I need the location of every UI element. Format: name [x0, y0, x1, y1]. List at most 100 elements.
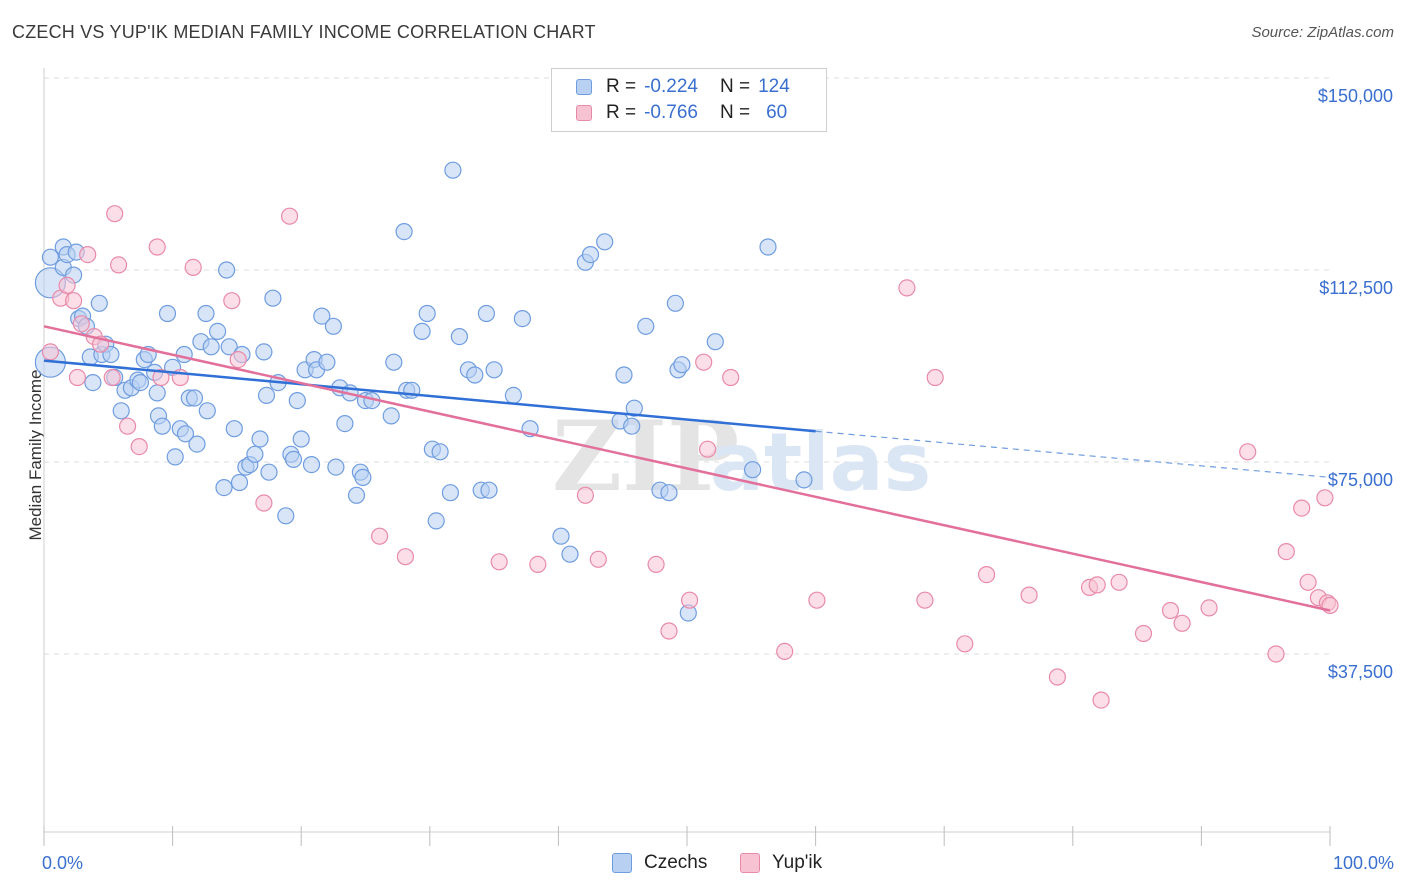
legend-item-yupik[interactable]: Yup'ik — [740, 852, 822, 874]
czechs-point-84 — [413, 322, 431, 340]
yupik-point-41 — [1020, 586, 1038, 604]
n-label: N = — [719, 102, 751, 123]
trend-lines — [43, 325, 1331, 612]
y-tick-labels: $37,500 $75,000 $112,500 $150,000 — [1318, 86, 1393, 682]
yupik-point-13 — [130, 438, 148, 456]
yupik-point-44 — [1088, 576, 1106, 594]
czechs-point-12 — [84, 374, 102, 392]
czechs-point-74 — [347, 486, 366, 504]
r-label: R = — [606, 102, 637, 123]
czechs-point-98 — [504, 386, 523, 404]
czechs-point-69 — [324, 317, 342, 335]
czechs-point-102 — [561, 545, 579, 563]
czechs-point-31 — [166, 448, 184, 466]
yupik-point-20 — [255, 494, 273, 512]
czechs-point-16 — [102, 345, 120, 364]
czechs-point-58 — [277, 507, 295, 525]
yupik-point-38 — [926, 368, 944, 387]
yupik-point-29 — [660, 622, 678, 640]
czechs-trend-extension — [815, 430, 1331, 478]
czechs-point-22 — [131, 374, 149, 392]
r-value: -0.224 — [644, 76, 698, 97]
czechs-point-45 — [220, 338, 238, 356]
czechs-legend-label: Czechs — [644, 852, 708, 873]
czechs-point-93 — [466, 366, 484, 384]
yupik-point-52 — [1267, 645, 1285, 663]
czechs-point-36 — [185, 389, 204, 407]
yupik-point-27 — [589, 550, 607, 568]
yupik-point-11 — [109, 256, 128, 274]
legend-item-czechs[interactable]: Czechs — [612, 852, 707, 874]
yupik-point-2 — [58, 276, 76, 294]
yupik-point-35 — [808, 591, 826, 609]
axes — [43, 68, 1331, 846]
czechs-point-118 — [743, 461, 762, 479]
r-value: -0.766 — [644, 102, 698, 123]
czechs-point-88 — [431, 443, 449, 461]
yupik-point-17 — [184, 258, 202, 276]
czechs-point-26 — [148, 384, 166, 402]
x-tick-label-min: 0.0% — [42, 853, 84, 873]
czechs-point-76 — [354, 468, 372, 486]
yupik-point-39 — [956, 635, 974, 653]
czechs-point-117 — [706, 333, 724, 351]
czechs-point-80 — [385, 353, 403, 371]
czechs-point-56 — [264, 289, 282, 307]
czechs-point-91 — [450, 328, 468, 346]
czechs-point-52 — [251, 430, 269, 448]
yupik-point-34 — [776, 642, 794, 661]
yupik-point-6 — [79, 246, 97, 264]
legend-row-czechs: R = -0.224 N = 124 — [576, 76, 790, 98]
yupik-point-40 — [977, 565, 996, 584]
yupik-point-5 — [72, 315, 90, 333]
czechs-point-55 — [260, 463, 278, 481]
yupik-point-18 — [223, 292, 241, 310]
y-tick-label-2: $112,500 — [1319, 278, 1393, 298]
yupik-point-42 — [1048, 668, 1067, 686]
yupik-point-55 — [1299, 573, 1317, 591]
czechs-point-60 — [284, 450, 303, 468]
czechs-point-68 — [318, 353, 336, 371]
czechs-point-39 — [197, 304, 215, 323]
yupik-point-21 — [281, 207, 299, 225]
yupik-point-32 — [698, 440, 717, 458]
yupik-point-15 — [152, 368, 170, 387]
czechs-point-87 — [427, 512, 445, 530]
n-value: 60 — [766, 102, 788, 123]
czechs-point-120 — [795, 471, 813, 489]
czechs-point-108 — [623, 417, 641, 435]
czechs-point-81 — [395, 223, 413, 241]
czechs-point-105 — [596, 233, 614, 251]
y-tick-label-0: $37,500 — [1328, 662, 1393, 682]
czechs-point-107 — [615, 366, 633, 384]
czechs-point-13 — [90, 294, 108, 312]
yupik-point-22 — [371, 527, 389, 545]
yupik-point-31 — [695, 353, 713, 371]
yupik-point-0 — [41, 343, 60, 361]
czechs-point-104 — [581, 246, 600, 264]
yupik-point-9 — [103, 368, 121, 387]
czechs-point-99 — [513, 310, 532, 328]
czechs-point-90 — [444, 161, 462, 179]
yupik-trend-line — [43, 325, 1331, 612]
source-label: Source: ZipAtlas.com — [1251, 24, 1394, 41]
yupik-point-46 — [1110, 573, 1128, 591]
czechs-point-47 — [230, 473, 249, 492]
czechs-point-119 — [759, 238, 777, 256]
yupik-point-53 — [1277, 542, 1295, 561]
yupik-point-30 — [680, 591, 699, 609]
czechs-point-42 — [209, 322, 227, 340]
yupik-point-36 — [898, 279, 916, 297]
czechs-swatch — [576, 79, 592, 95]
yupik-point-54 — [1293, 499, 1311, 517]
yupik-legend-swatch — [740, 853, 760, 873]
czechs-point-62 — [292, 430, 310, 448]
czechs-point-54 — [257, 386, 276, 404]
czechs-point-46 — [225, 420, 243, 438]
yupik-point-47 — [1134, 624, 1153, 643]
yupik-point-24 — [490, 553, 508, 571]
czechs-point-40 — [198, 402, 216, 420]
czechs-point-85 — [418, 304, 436, 323]
watermark-text-atlas: atlas — [710, 416, 931, 509]
yupik-point-3 — [64, 292, 83, 310]
